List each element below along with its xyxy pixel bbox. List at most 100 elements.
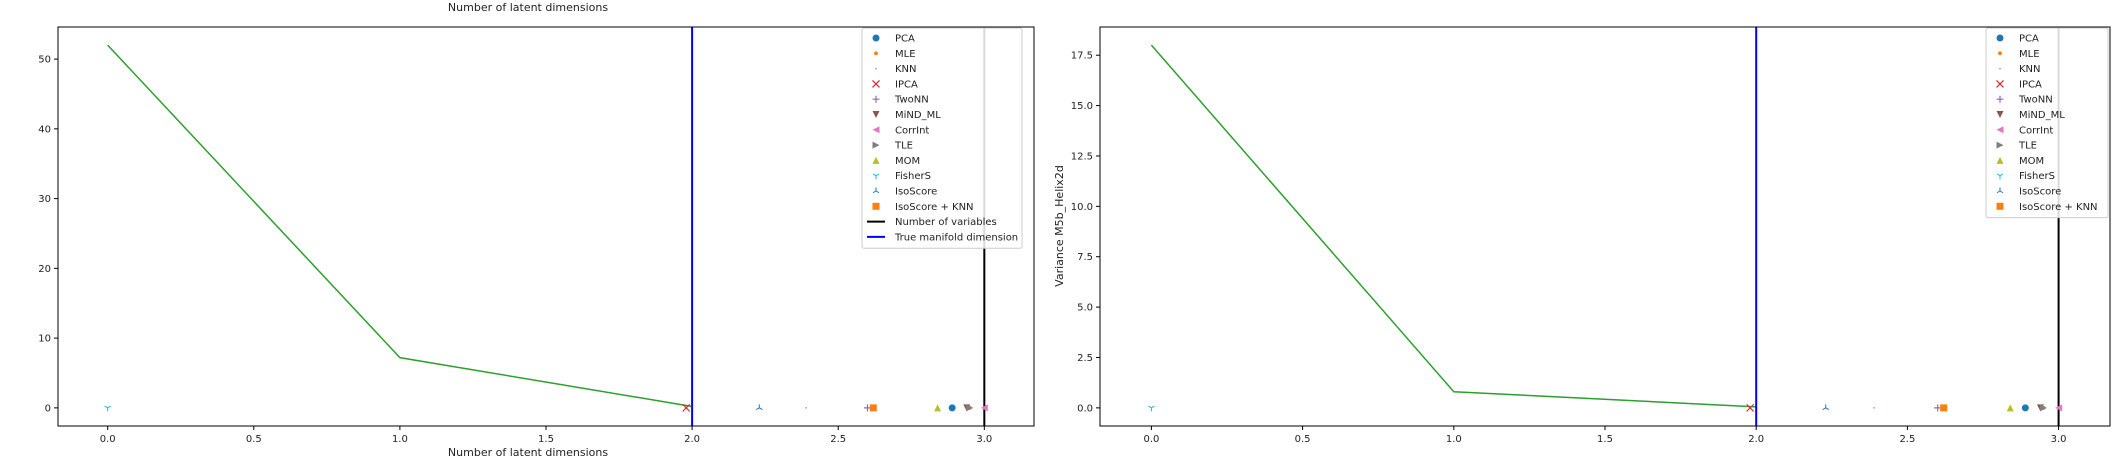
legend-label: TwoNN — [894, 95, 929, 106]
legend-label: FisherS — [2019, 171, 2055, 182]
legend-label: FisherS — [895, 171, 931, 182]
legend-label: MLE — [2019, 49, 2040, 60]
estimator-marker — [869, 404, 877, 412]
legend-marker — [872, 173, 880, 180]
y-tick-label: 10 — [38, 334, 51, 345]
legend-label: KNN — [895, 64, 917, 75]
y-tick-label: 0.0 — [1077, 403, 1093, 414]
legend-marker — [1996, 79, 2004, 88]
estimator-marker — [2055, 404, 2063, 412]
legend-label: MiND_ML — [2019, 110, 2065, 121]
estimator-marker — [1822, 404, 1830, 411]
estimator-marker — [805, 407, 807, 409]
legend-marker — [1996, 202, 2004, 210]
legend-label: Number of variables — [895, 217, 997, 228]
legend-marker — [1996, 126, 2004, 134]
legend-marker — [872, 126, 880, 134]
legend-marker — [872, 79, 880, 88]
legend-label: IsoScore — [895, 187, 937, 198]
legend-label: TLE — [894, 141, 913, 152]
x-tick-label: 1.5 — [1597, 434, 1613, 445]
series-line — [107, 44, 693, 408]
x-tick-label: 1.0 — [1446, 434, 1462, 445]
x-tick-label: 1.5 — [538, 434, 554, 445]
legend-marker — [1998, 51, 2002, 56]
legend-marker — [875, 68, 877, 70]
series-line — [1150, 44, 1757, 408]
estimator-marker — [966, 404, 974, 412]
legend-label: True manifold dimension — [894, 232, 1018, 243]
y-tick-label: 15.0 — [1071, 101, 1093, 112]
x-tick-label: 0.5 — [246, 434, 262, 445]
legend-label: PCA — [895, 34, 915, 45]
legend-marker — [872, 187, 880, 194]
estimator-marker — [1934, 404, 1942, 412]
estimator-marker — [1940, 404, 1948, 412]
chart-right: 0.0 0.5 1.0 1.5 2.0 2.5 3.0 0.0 2.5 5.0 7.5 10.0 12… — [1053, 26, 2111, 445]
legend-label: PCA — [2019, 34, 2039, 45]
legend: PCA MLE KNN IPCA TwoNN MiND_ML CorrInt TLE MOM Fi… — [1985, 27, 2109, 219]
x-tick-label: 0.0 — [100, 434, 116, 445]
x-tick-label: 2.0 — [684, 434, 700, 445]
plot-area — [1100, 27, 2110, 426]
legend-marker — [1996, 111, 2004, 118]
chart-left: Number of latent dimensions 0.0 0.5 1.0 1.5… — [38, 1, 1035, 459]
legend-marker — [1999, 68, 2001, 70]
legend-box — [1985, 27, 2109, 219]
x-tick-label: 0.5 — [1295, 434, 1311, 445]
x-tick-label: 3.0 — [976, 434, 992, 445]
estimator-marker — [863, 404, 871, 412]
estimator-marker — [948, 404, 956, 412]
estimator-marker — [104, 405, 111, 412]
legend-label: KNN — [2019, 64, 2041, 75]
estimator-marker — [2006, 404, 2014, 412]
legend-label: IPCA — [2019, 79, 2042, 90]
estimator-marker — [756, 404, 763, 411]
legend-label: MLE — [895, 49, 916, 60]
legend-label: TwoNN — [2018, 95, 2053, 106]
legend-label: IPCA — [895, 79, 918, 90]
legend-marker — [872, 156, 880, 164]
x-tick-label: 0.0 — [1143, 434, 1159, 445]
chart-title: Number of latent dimensions — [448, 1, 608, 14]
legend-marker — [1996, 141, 2004, 149]
legend-label: CorrInt — [2019, 125, 2053, 136]
estimator-marker — [2021, 404, 2029, 412]
y-tick-label: 0 — [45, 403, 51, 414]
legend-marker — [872, 95, 880, 103]
legend-marker — [872, 141, 880, 149]
legend-marker — [872, 111, 880, 118]
x-tick-label: 3.0 — [2051, 434, 2067, 445]
legend-label: TLE — [2018, 141, 2037, 152]
y-tick-label: 30 — [38, 194, 51, 205]
legend-label: IsoScore + KNN — [2019, 202, 2098, 213]
legend-label: MiND_ML — [895, 110, 941, 121]
y-tick-label: 5.0 — [1077, 303, 1093, 314]
estimator-marker — [980, 404, 988, 412]
estimator-marker — [682, 403, 691, 412]
y-axis-label: Variance M5b_Helix2d — [1053, 165, 1066, 287]
legend-marker — [874, 51, 878, 56]
legend-marker — [1996, 95, 2004, 103]
estimator-marker — [1148, 405, 1155, 412]
y-tick-label: 12.5 — [1071, 151, 1093, 162]
legend-marker — [872, 202, 880, 210]
y-tick-label: 10.0 — [1071, 202, 1093, 213]
x-tick-label: 1.0 — [392, 434, 408, 445]
legend-label: CorrInt — [895, 125, 929, 136]
estimator-marker — [2039, 404, 2047, 412]
y-tick-label: 50 — [38, 55, 51, 66]
estimator-marker — [1746, 403, 1755, 412]
x-axis-label: Number of latent dimensions — [448, 446, 608, 459]
legend-label: MOM — [895, 156, 920, 167]
legend-box — [861, 27, 1023, 249]
legend-marker — [1996, 34, 2004, 42]
legend-marker — [1996, 173, 2004, 180]
legend-label: IsoScore + KNN — [895, 202, 974, 213]
x-tick-label: 2.0 — [1748, 434, 1764, 445]
y-tick-label: 7.5 — [1077, 252, 1093, 263]
estimator-marker — [934, 404, 942, 412]
x-tick-label: 2.5 — [1899, 434, 1915, 445]
legend-label: IsoScore — [2019, 187, 2061, 198]
